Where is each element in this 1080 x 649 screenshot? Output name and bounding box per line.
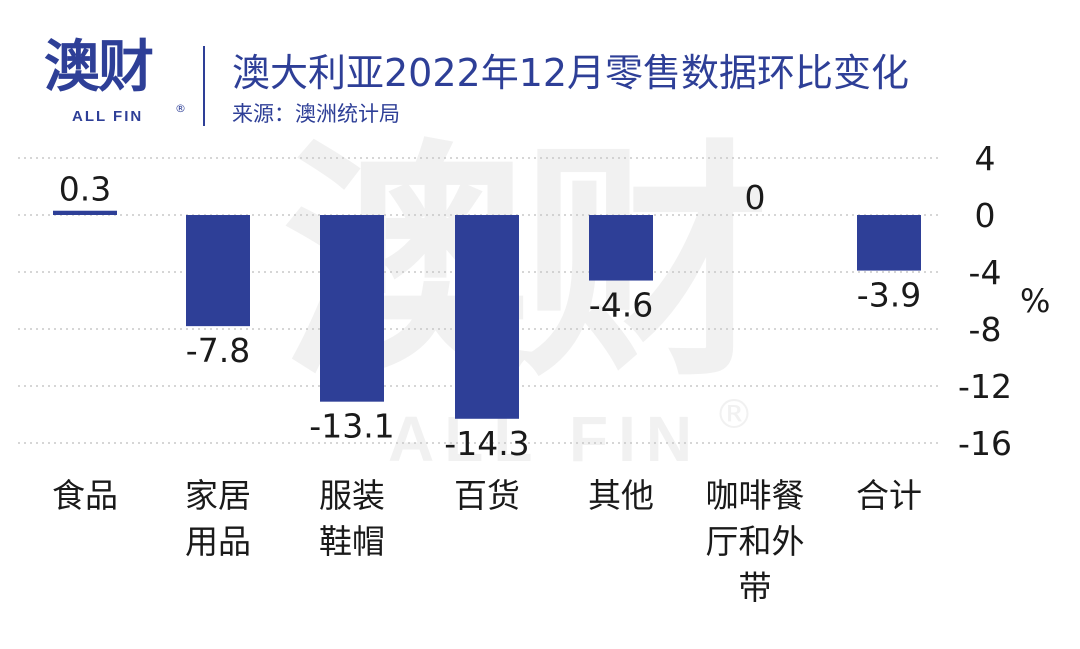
bar <box>186 215 250 327</box>
x-category-label: 鞋帽 <box>319 522 385 561</box>
x-category-label: 厅和外 <box>706 522 805 561</box>
y-tick-label: -4 <box>969 253 1002 292</box>
y-tick-label: 4 <box>975 139 996 178</box>
y-axis-unit: % <box>1020 282 1051 320</box>
x-category-label: 服装 <box>319 476 385 515</box>
bar <box>455 215 519 419</box>
bar <box>589 215 653 281</box>
data-label: -13.1 <box>309 407 394 446</box>
data-label: -14.3 <box>444 424 529 463</box>
logo-wordmark: 澳财 <box>44 35 154 100</box>
data-label: -4.6 <box>589 286 653 325</box>
data-label: -3.9 <box>857 276 921 315</box>
data-label: -7.8 <box>186 331 250 370</box>
x-category-label: 带 <box>739 568 772 607</box>
bar <box>53 210 117 215</box>
x-category-label: 食品 <box>52 476 118 515</box>
brand-logo: 澳财 ALL FIN ® <box>44 35 186 132</box>
chart-title: 澳大利亚2022年12月零售数据环比变化 <box>232 51 910 95</box>
data-label: 0.3 <box>59 170 111 209</box>
data-label: 0 <box>745 178 766 217</box>
chart-source: 来源：澳洲统计局 <box>232 102 400 126</box>
registered-mark: ® <box>175 102 186 115</box>
x-category-label: 家居 <box>185 476 251 515</box>
x-category-label: 百货 <box>454 476 520 515</box>
y-tick-label: -12 <box>958 367 1012 406</box>
logo-subtext: ALL FIN <box>72 108 144 125</box>
bar <box>857 215 921 271</box>
header-divider <box>203 46 205 126</box>
x-category-label: 用品 <box>185 522 251 561</box>
x-category-label: 其他 <box>588 476 654 515</box>
y-tick-label: 0 <box>975 196 996 235</box>
bar <box>320 215 384 402</box>
y-tick-label: -16 <box>958 424 1012 463</box>
x-category-label: 合计 <box>856 476 922 515</box>
x-category-label: 咖啡餐 <box>706 476 805 515</box>
y-tick-label: -8 <box>969 310 1002 349</box>
